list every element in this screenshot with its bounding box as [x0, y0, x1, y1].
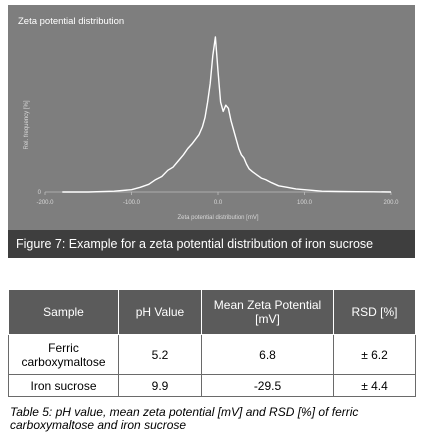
table-row: Iron sucrose 9.9 -29.5 ± 4.4	[8, 374, 416, 397]
header-sample: Sample	[8, 289, 119, 335]
figure-caption: Figure 7: Example for a zeta potential d…	[8, 230, 415, 258]
header-ph-value: pH Value	[118, 289, 202, 335]
header-mean-zeta: Mean Zeta Potential [mV]	[201, 289, 334, 335]
y-axis-label: Rel. frequency [%]	[24, 100, 30, 149]
x-tick-label: -100.0	[123, 200, 141, 206]
chart-panel: Zeta potential distribution Rel. frequen…	[8, 5, 415, 230]
x-tick-label: 0.0	[214, 200, 223, 206]
results-table: Sample pH Value Mean Zeta Potential [mV]…	[8, 289, 416, 397]
y-tick-label: 0	[38, 190, 42, 196]
table-header-row: Sample pH Value Mean Zeta Potential [mV]…	[8, 289, 416, 335]
zeta-distribution-chart: Zeta potential distribution Rel. frequen…	[18, 16, 399, 221]
chart-title: Zeta potential distribution	[18, 16, 124, 27]
distribution-curve	[62, 36, 392, 193]
cell-rsd: ± 4.4	[333, 374, 416, 397]
cell-sample: Iron sucrose	[8, 374, 119, 397]
cell-rsd: ± 6.2	[333, 334, 416, 375]
cell-zeta: 6.8	[201, 334, 334, 375]
x-axis-label: Zeta potential distribution [mV]	[177, 215, 258, 221]
x-tick-label: -200.0	[36, 200, 54, 206]
header-rsd: RSD [%]	[333, 289, 416, 335]
table-caption: Table 5: pH value, mean zeta potential […	[10, 405, 359, 432]
cell-ph: 5.2	[118, 334, 202, 375]
cell-sample: Ferric carboxymaltose	[8, 334, 119, 375]
cell-ph: 9.9	[118, 374, 202, 397]
x-tick-label: 200.0	[383, 200, 399, 206]
cell-zeta: -29.5	[201, 374, 334, 397]
table-row: Ferric carboxymaltose 5.2 6.8 ± 6.2	[8, 334, 416, 375]
x-tick-label: 100.0	[297, 200, 313, 206]
